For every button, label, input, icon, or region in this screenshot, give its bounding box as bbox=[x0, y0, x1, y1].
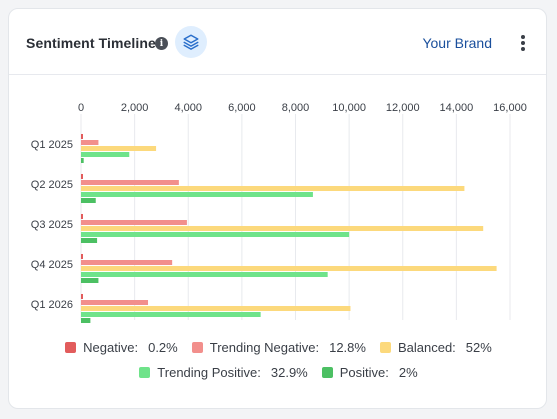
x-tick-label: 10,000 bbox=[332, 102, 366, 114]
legend-label: Balanced: bbox=[397, 340, 456, 355]
legend-label: Trending Positive: bbox=[157, 365, 261, 380]
legend-item[interactable]: Balanced: 52% bbox=[379, 340, 492, 355]
x-tick-label: 12,000 bbox=[386, 102, 420, 114]
legend-percentage: 2% bbox=[398, 365, 418, 380]
bar-negative[interactable] bbox=[81, 214, 83, 219]
sentiment-timeline-card: Sentiment Timeline i Your Brand bbox=[8, 8, 547, 409]
bar-balanced[interactable] bbox=[81, 266, 497, 271]
x-tick-label: 14,000 bbox=[440, 102, 474, 114]
bar-negative[interactable] bbox=[81, 134, 83, 139]
y-category-label: Q2 2025 bbox=[31, 179, 73, 191]
bar-negative[interactable] bbox=[81, 294, 83, 299]
legend-item[interactable]: Positive: 2% bbox=[321, 365, 418, 380]
x-tick-label: 16,000 bbox=[493, 102, 527, 114]
bar-balanced[interactable] bbox=[81, 306, 351, 311]
y-category-label: Q1 2025 bbox=[31, 139, 73, 151]
legend-percentage: 12.8% bbox=[329, 340, 366, 355]
bar-trending-positive[interactable] bbox=[81, 232, 350, 237]
legend-row-2: Trending Positive: 32.9% Positive: 2% bbox=[0, 365, 557, 380]
bar-positive[interactable] bbox=[81, 198, 96, 203]
y-category-label: Q3 2025 bbox=[31, 219, 73, 231]
legend-swatch bbox=[191, 342, 203, 353]
bar-negative[interactable] bbox=[81, 254, 83, 259]
bar-balanced[interactable] bbox=[81, 226, 484, 231]
x-tick-label: 8,000 bbox=[282, 102, 310, 114]
legend-label: Positive: bbox=[339, 365, 389, 380]
bar-positive[interactable] bbox=[81, 158, 84, 163]
legend-item[interactable]: Trending Positive: 32.9% bbox=[139, 365, 308, 380]
bar-trending-negative[interactable] bbox=[81, 300, 149, 305]
legend-swatch bbox=[65, 342, 77, 353]
card-title: Sentiment Timeline bbox=[26, 35, 156, 51]
bar-trending-positive[interactable] bbox=[81, 192, 313, 197]
legend-row-1: Negative: 0.2% Trending Negative: 12.8% Bala… bbox=[0, 340, 557, 355]
legend-percentage: 32.9% bbox=[270, 365, 308, 380]
card-header: Sentiment Timeline i Your Brand bbox=[9, 9, 546, 75]
y-category-label: Q4 2025 bbox=[31, 259, 73, 271]
brand-link[interactable]: Your Brand bbox=[422, 35, 492, 51]
legend-swatch bbox=[321, 367, 333, 378]
legend-item[interactable]: Trending Negative: 12.8% bbox=[191, 340, 366, 355]
bar-trending-negative[interactable] bbox=[81, 220, 187, 225]
layers-button[interactable] bbox=[175, 26, 207, 58]
more-options-icon[interactable] bbox=[520, 35, 526, 51]
legend-item[interactable]: Negative: 0.2% bbox=[65, 340, 178, 355]
legend-label: Trending Negative: bbox=[209, 340, 320, 355]
legend-label: Negative: bbox=[83, 340, 139, 355]
legend-percentage: 0.2% bbox=[148, 340, 178, 355]
legend-swatch bbox=[379, 342, 391, 353]
bar-trending-positive[interactable] bbox=[81, 312, 261, 317]
x-tick-label: 4,000 bbox=[174, 102, 202, 114]
x-tick-label: 0 bbox=[78, 102, 84, 114]
bar-trending-negative[interactable] bbox=[81, 260, 173, 265]
y-category-label: Q1 2026 bbox=[31, 299, 73, 311]
bar-positive[interactable] bbox=[81, 278, 99, 283]
bar-balanced[interactable] bbox=[81, 186, 465, 191]
bar-trending-negative[interactable] bbox=[81, 140, 99, 145]
bar-trending-positive[interactable] bbox=[81, 272, 328, 277]
x-tick-label: 6,000 bbox=[228, 102, 256, 114]
bar-positive[interactable] bbox=[81, 318, 91, 323]
bar-positive[interactable] bbox=[81, 238, 98, 243]
layers-icon bbox=[183, 34, 199, 50]
bar-balanced[interactable] bbox=[81, 146, 157, 151]
bar-negative[interactable] bbox=[81, 174, 83, 179]
legend-percentage: 52% bbox=[465, 340, 492, 355]
info-icon[interactable]: i bbox=[155, 37, 168, 50]
legend-swatch bbox=[139, 367, 151, 378]
x-tick-label: 2,000 bbox=[121, 102, 149, 114]
bar-trending-negative[interactable] bbox=[81, 180, 179, 185]
bar-trending-positive[interactable] bbox=[81, 152, 130, 157]
